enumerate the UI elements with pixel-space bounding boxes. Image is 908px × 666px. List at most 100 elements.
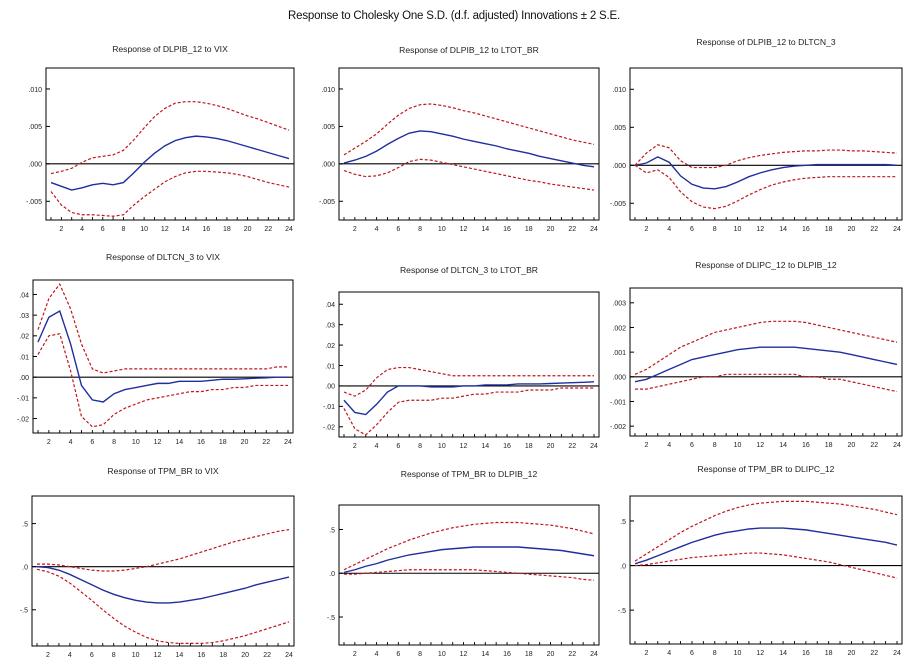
x-tick-label: 22 [568,443,576,450]
x-tick-label: 24 [893,226,901,233]
x-tick-label: 14 [481,443,489,450]
x-tick-label: 8 [713,442,717,449]
x-tick-label: 24 [590,226,598,233]
upper-band-line [343,103,595,156]
y-tick-label: .000 [28,162,42,169]
y-tick-label: .005 [28,124,42,131]
x-tick-label: 4 [80,226,84,233]
x-tick-label: 14 [481,226,489,233]
plot-frame [32,279,294,434]
x-tick-label: 20 [241,439,249,446]
plot-frame [338,504,600,646]
x-tick-label: 18 [219,652,227,659]
panel-title: Response of TPM_BR to DLPIB_12 [401,469,538,479]
x-tick-label: 24 [285,652,293,659]
x-tick-label: 4 [375,651,379,658]
x-tick-label: 14 [176,652,184,659]
x-tick-label: 4 [667,226,671,233]
upper-band-line [343,366,594,397]
x-tick-label: 18 [825,442,833,449]
response-line [634,156,898,190]
y-tick-label: .010 [28,87,42,94]
y-tick-label: .002 [612,325,626,332]
x-tick-label: 10 [438,443,446,450]
x-tick-label: 16 [503,226,511,233]
upper-band-line [634,144,898,169]
x-tick-label: 2 [46,652,50,659]
x-tick-label: 10 [734,650,742,657]
y-tick-label: .02 [325,343,335,350]
panel-title: Response of DLPIB_12 to LTOT_BR [399,45,539,55]
x-tick-label: 8 [112,652,116,659]
x-tick-label: 8 [112,439,116,446]
y-tick-label: .04 [325,302,335,309]
y-tick-label: .00 [325,384,335,391]
x-tick-label: 12 [154,652,162,659]
x-tick-label: 16 [503,443,511,450]
response-line [343,546,595,574]
x-tick-label: 12 [460,651,468,658]
lower-band-line [36,568,290,645]
y-tick-label: .001 [612,350,626,357]
y-tick-label: .5 [22,521,28,528]
x-tick-label: 12 [756,226,764,233]
x-tick-label: 8 [713,650,717,657]
y-tick-label: -.005 [319,199,335,206]
irf-panel-8: Response of TPM_BR to DLPIB_12-.5.0.52 4 6… [327,469,600,658]
y-tick-label: .01 [19,354,29,361]
lower-band-line [343,387,594,436]
x-tick-label: 6 [690,650,694,657]
x-tick-label: 2 [47,439,51,446]
x-tick-label: 2 [353,226,357,233]
x-tick-label: 2 [59,226,63,233]
x-tick-label: 22 [568,226,576,233]
x-tick-label: 22 [262,439,270,446]
x-tick-label: 12 [161,226,169,233]
x-tick-label: 18 [219,439,227,446]
y-tick-label: -.5 [327,615,335,622]
x-tick-label: 8 [121,226,125,233]
y-tick-label: .03 [325,322,335,329]
lower-band-line [634,164,897,210]
y-tick-label: -.001 [610,399,626,406]
x-tick-label: 22 [870,442,878,449]
x-tick-label: 12 [756,650,764,657]
x-tick-label: 14 [779,442,787,449]
plot-frame [629,67,903,221]
y-tick-label: -.002 [610,424,626,431]
x-tick-label: 14 [175,439,183,446]
x-tick-label: 12 [154,439,162,446]
x-tick-label: 24 [285,226,293,233]
x-tick-label: 24 [893,442,901,449]
x-tick-label: 18 [525,226,533,233]
x-tick-label: 24 [590,443,598,450]
x-tick-label: 16 [802,226,810,233]
x-tick-label: 10 [140,226,148,233]
irf-panel-1: Response of DLPIB_12 to VIX -.005 .000 .005… [26,44,295,233]
x-tick-label: 2 [644,226,648,233]
response-line [343,130,595,168]
x-tick-label: 16 [802,442,810,449]
x-tick-label: 12 [756,442,764,449]
irf-panel-6: Response of DLIPC_12 to DLPIB_12 -.002 -.0… [610,260,903,449]
x-tick-label: 18 [525,443,533,450]
x-tick-label: 8 [418,651,422,658]
x-tick-label: 20 [547,226,555,233]
y-tick-label: -.01 [17,396,29,403]
y-tick-label: .003 [612,301,626,308]
x-tick-label: 16 [202,226,210,233]
y-tick-label: .01 [325,363,335,370]
y-tick-label: .5 [329,527,335,534]
x-tick-label: 22 [870,650,878,657]
panel-title: Response of DLTCN_3 to VIX [106,252,220,262]
x-tick-label: 2 [353,443,357,450]
x-tick-label: 16 [197,439,205,446]
x-tick-label: 12 [460,226,468,233]
x-tick-label: 16 [802,650,810,657]
plot-frame [629,287,903,437]
upper-band-line [634,320,898,375]
y-tick-label: .02 [19,334,29,341]
y-tick-label: .010 [612,87,626,94]
upper-band-line [37,529,290,572]
x-tick-label: 2 [644,442,648,449]
